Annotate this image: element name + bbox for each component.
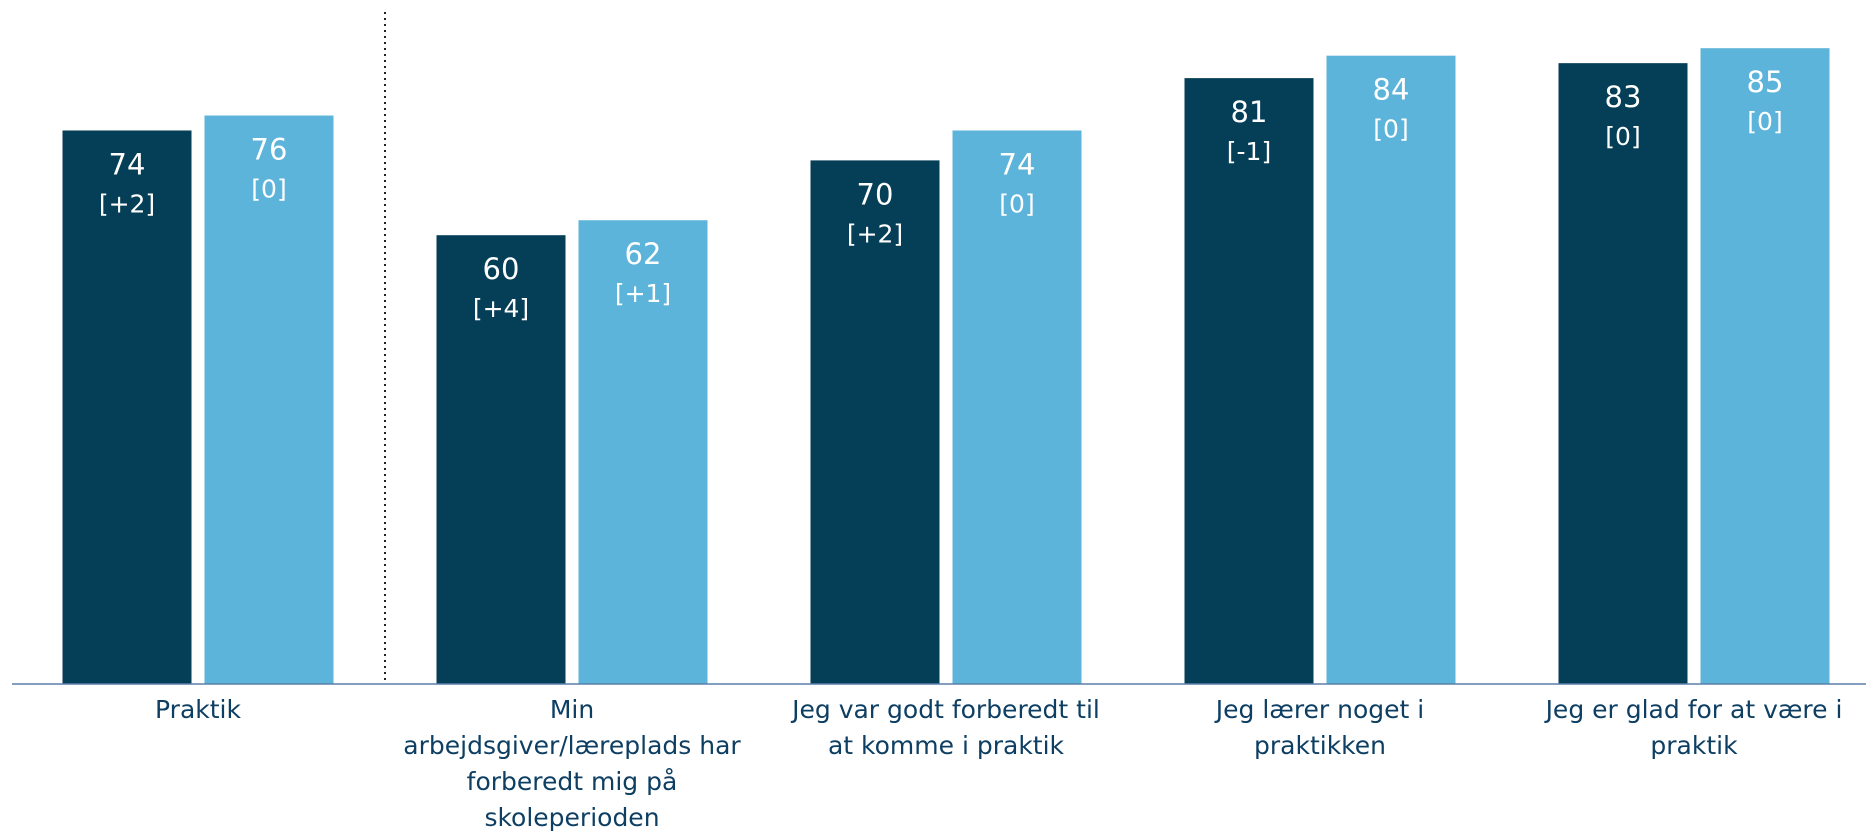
bar-light-0 bbox=[204, 115, 334, 684]
category-label: Jeg var godt forberedt til at komme i pr… bbox=[792, 695, 1100, 760]
bar-change-label: [+2] bbox=[99, 189, 155, 218]
bar-change-label: [+2] bbox=[847, 219, 903, 248]
bar-change-label: [-1] bbox=[1227, 137, 1271, 166]
bar-labels-group: 74 [+2] 76 [0] 60 [+4] 62 [+1] 70 [+2] 74 [0] 81 [-1]… bbox=[99, 65, 1784, 323]
bar-value-label: 76 bbox=[251, 133, 288, 167]
bar-light-4 bbox=[1700, 48, 1830, 684]
bar-dark-3 bbox=[1184, 78, 1314, 685]
bar-value-label: 74 bbox=[999, 147, 1036, 181]
bar-light-2 bbox=[952, 130, 1082, 685]
bar-dark-0 bbox=[62, 130, 192, 685]
bar-change-label: [0] bbox=[1747, 107, 1782, 136]
bar-change-label: [+4] bbox=[473, 294, 529, 323]
bar-dark-4 bbox=[1558, 63, 1688, 685]
bar-light-3 bbox=[1326, 55, 1456, 685]
bar-value-label: 60 bbox=[483, 252, 520, 286]
bar-chart: 74 [+2] 76 [0] 60 [+4] 62 [+1] 70 [+2] 74 [0] 81 [-1]… bbox=[12, 12, 1866, 685]
bar-dark-1 bbox=[436, 235, 566, 684]
category-label: Jeg er glad for at være i praktik bbox=[1545, 695, 1843, 760]
bars-group bbox=[62, 48, 1830, 685]
bar-value-label: 84 bbox=[1373, 73, 1410, 107]
bar-value-label: 74 bbox=[109, 147, 146, 181]
bar-change-label: [0] bbox=[1373, 115, 1408, 144]
bar-dark-2 bbox=[810, 160, 940, 684]
category-label: Min arbejdsgiver/læreplads har forberedt… bbox=[403, 695, 741, 832]
bar-change-label: [0] bbox=[251, 175, 286, 204]
bar-light-1 bbox=[578, 220, 708, 685]
bar-value-label: 70 bbox=[857, 177, 894, 211]
category-label: Praktik bbox=[155, 695, 241, 724]
bar-change-label: [+1] bbox=[615, 279, 671, 308]
bar-value-label: 85 bbox=[1747, 65, 1784, 99]
bar-value-label: 83 bbox=[1605, 80, 1642, 114]
bar-value-label: 81 bbox=[1231, 95, 1268, 129]
category-label: Jeg lærer noget i praktikken bbox=[1215, 695, 1425, 760]
bar-change-label: [0] bbox=[1605, 122, 1640, 151]
bar-value-label: 62 bbox=[625, 237, 662, 271]
bar-change-label: [0] bbox=[999, 189, 1034, 218]
